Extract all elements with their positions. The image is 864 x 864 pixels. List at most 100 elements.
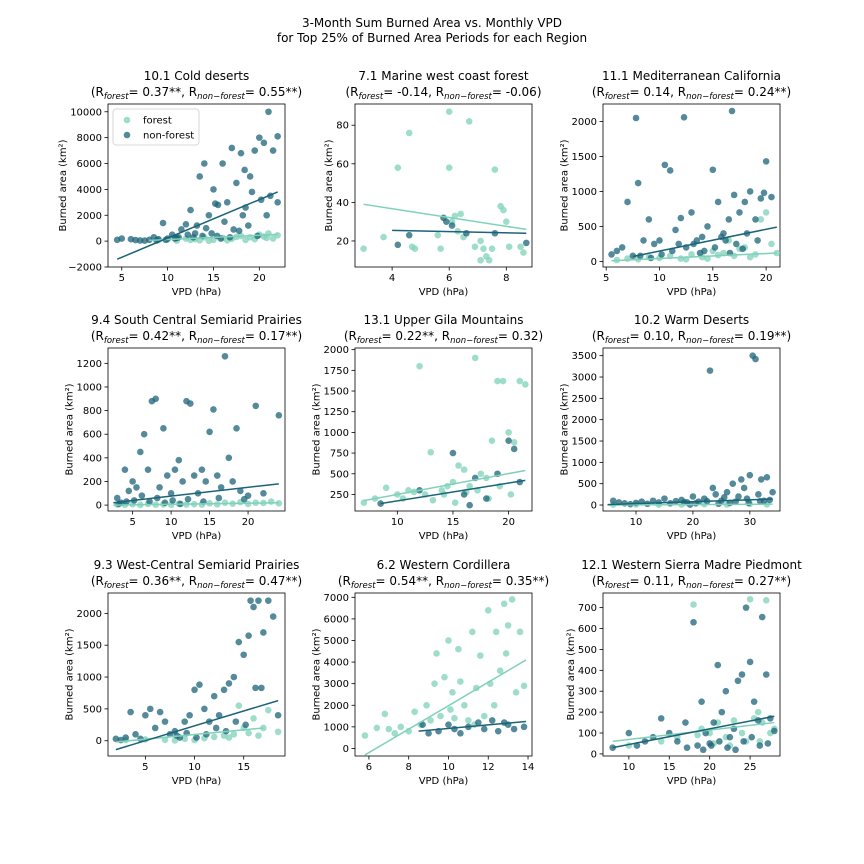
- forest-trend-line: [363, 469, 526, 502]
- nonforest-point: [196, 681, 203, 688]
- nonforest-point: [445, 721, 452, 728]
- chart-panel: 7.1 Marine west coast forest(Rforest= -0…: [324, 69, 541, 298]
- nonforest-point: [219, 160, 226, 167]
- y-tick-label: 0: [343, 744, 349, 755]
- nonforest-point: [732, 746, 739, 754]
- forest-point: [517, 243, 524, 251]
- x-tick-label: 5: [129, 517, 135, 528]
- nonforest-point: [144, 466, 152, 473]
- nonforest-point: [724, 744, 731, 751]
- nonforest-point: [163, 472, 171, 479]
- y-tick-label: 1250: [324, 407, 349, 418]
- chart-title: 11.1 Mediterranean California: [602, 69, 781, 83]
- forest-point: [507, 491, 515, 498]
- y-tick-label: −2000: [68, 263, 102, 274]
- chart-title: 6.2 Western Cordillera: [377, 558, 511, 572]
- y-tick-label: 0: [591, 501, 597, 512]
- nonforest-point: [755, 491, 762, 498]
- nonforest-point: [754, 237, 761, 244]
- forest-point: [205, 237, 213, 245]
- nonforest-point: [699, 746, 707, 754]
- y-axis-label: Burned area (km²): [64, 383, 75, 475]
- forest-point: [746, 253, 754, 261]
- legend-forest-label: forest: [143, 116, 172, 127]
- figure-title-line1: 3-Month Sum Burned Area vs. Monthly VPD: [302, 16, 562, 30]
- correlation-text: ): [786, 85, 791, 99]
- y-tick-label: 1200: [77, 359, 102, 370]
- nonforest-point: [394, 241, 402, 249]
- nonforest-point: [752, 216, 759, 223]
- correlation-text: ): [297, 85, 302, 99]
- y-tick-label: 500: [83, 704, 102, 715]
- y-tick-label: 1000: [324, 722, 349, 733]
- nonforest-point: [137, 448, 144, 456]
- correlation-text: , R: [670, 329, 686, 343]
- nonforest-point: [625, 729, 633, 737]
- forest-point: [465, 717, 472, 724]
- nonforest-point: [215, 711, 223, 719]
- correlation-text: (R: [91, 85, 104, 99]
- forest-trend-line: [113, 501, 279, 506]
- forest-point: [250, 715, 257, 722]
- forest-point: [255, 732, 262, 739]
- nonforest-point: [510, 725, 518, 733]
- nonforest-point: [235, 227, 243, 235]
- nonforest-point: [237, 149, 245, 157]
- nonforest-trend-line: [115, 699, 279, 751]
- correlation-text: =: [630, 329, 644, 343]
- correlation-subscript: forest: [351, 581, 376, 591]
- correlation-subscript: non−forest: [450, 336, 498, 346]
- forest-point: [260, 724, 267, 732]
- nonforest-point: [245, 632, 252, 639]
- x-tick-label: 8: [503, 273, 509, 284]
- correlation-text: (R: [345, 85, 358, 99]
- forest-point: [451, 499, 459, 507]
- nonforest-point: [269, 147, 277, 154]
- forest-point: [460, 466, 468, 473]
- nonforest-point: [757, 476, 765, 483]
- nonforest-point: [210, 186, 217, 193]
- nonforest-point: [756, 742, 764, 749]
- nonforest-point: [138, 492, 146, 499]
- chart-title: 12.1 Western Sierra Madre Piedmont: [581, 558, 802, 572]
- r-forest-value: 0.42**: [142, 329, 181, 343]
- nonforest-point: [706, 367, 714, 374]
- correlation-text: =: [492, 574, 506, 588]
- forest-point: [269, 235, 277, 242]
- correlation-text: =: [129, 574, 143, 588]
- chart-panel: 10.1 Cold deserts(Rforest= 0.37**, Rnon−…: [58, 69, 302, 298]
- nonforest-point: [233, 179, 240, 187]
- x-axis-label: VPD (hPa): [667, 776, 717, 787]
- nonforest-point: [245, 222, 252, 229]
- y-tick-label: 6000: [324, 614, 349, 625]
- nonforest-point: [510, 445, 518, 453]
- nonforest-point: [698, 233, 706, 241]
- y-tick-label: 400: [578, 666, 597, 677]
- plot-area: [361, 596, 528, 756]
- x-tick-label: 20: [253, 273, 266, 284]
- nonforest-point: [723, 488, 731, 496]
- nonforest-point: [146, 498, 153, 505]
- forest-point: [210, 733, 218, 741]
- axes-frame: [354, 592, 533, 757]
- forest-point: [762, 597, 770, 604]
- forest-trend-line: [115, 727, 264, 743]
- nonforest-point: [480, 725, 488, 733]
- nonforest-trend-line: [607, 498, 773, 506]
- y-tick-label: 10000: [70, 107, 102, 118]
- forest-point: [466, 482, 473, 490]
- r-nonforest-value: 0.55**: [259, 85, 298, 99]
- x-tick-label: 5: [119, 273, 125, 284]
- forest-point: [447, 706, 454, 713]
- y-tick-label: 4000: [77, 185, 102, 196]
- correlation-text: =: [498, 329, 512, 343]
- correlation-text: =: [383, 85, 397, 99]
- forest-trend-line: [363, 203, 527, 231]
- nonforest-point: [522, 239, 530, 247]
- y-tick-label: 40: [336, 198, 349, 209]
- nonforest-point: [696, 249, 704, 257]
- nonforest-point: [160, 425, 167, 432]
- nonforest-point: [647, 254, 655, 262]
- forest-point: [500, 600, 508, 608]
- forest-point: [520, 682, 528, 690]
